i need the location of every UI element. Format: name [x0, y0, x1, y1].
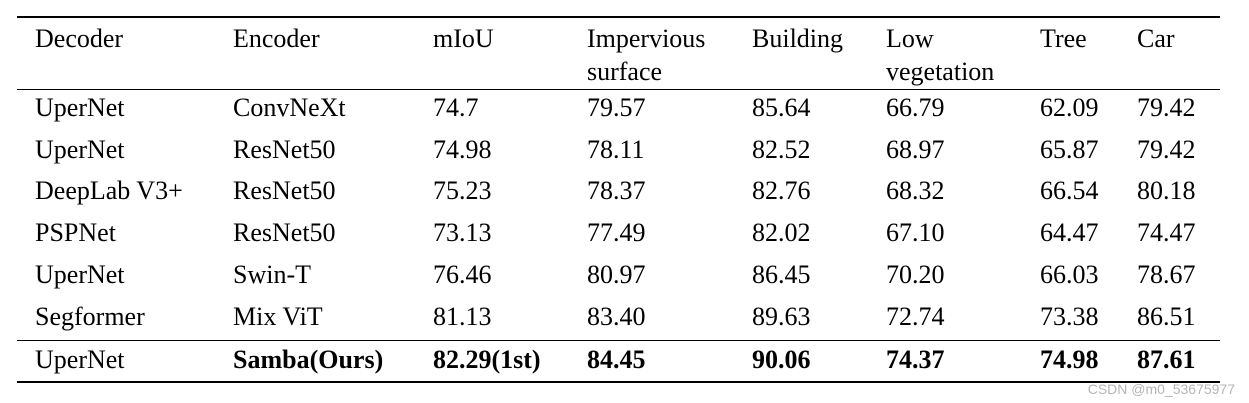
table-cell: 73.13 — [433, 218, 492, 248]
table-cell: 82.76 — [752, 176, 811, 206]
table-cell: 78.11 — [587, 134, 645, 164]
header-cell: Encoder — [233, 24, 320, 53]
table-cell: 66.54 — [1040, 176, 1099, 206]
table-cell: 68.32 — [886, 176, 945, 206]
table-cell: 89.63 — [752, 301, 811, 331]
table-cell: DeepLab V3+ — [35, 176, 183, 206]
table-cell: 80.18 — [1137, 176, 1196, 206]
table-cell: 74.7 — [433, 93, 479, 122]
table-cell: Samba(Ours) — [233, 345, 384, 374]
table-cell: ResNet50 — [233, 134, 336, 164]
table-cell: 66.79 — [886, 93, 945, 122]
header-cell: Low vegetation — [886, 24, 995, 86]
table-cell: 66.03 — [1040, 259, 1099, 289]
table-cell: 68.97 — [886, 134, 945, 164]
table-cell: 79.57 — [587, 93, 646, 122]
header-cell: Car — [1137, 24, 1175, 53]
table-cell: ResNet50 — [233, 218, 336, 248]
header-cell: Impervious surface — [587, 24, 706, 86]
table-cell: 78.67 — [1137, 259, 1196, 289]
table-cell: UperNet — [35, 93, 125, 122]
table-cell: 64.47 — [1040, 218, 1099, 248]
top-rule — [17, 16, 1220, 18]
table-cell: 86.51 — [1137, 301, 1196, 331]
table-cell: 62.09 — [1040, 93, 1099, 122]
table-cell: 74.37 — [886, 345, 945, 374]
header-cell: Building — [752, 24, 844, 53]
watermark: CSDN @m0_53675977 — [1087, 381, 1235, 397]
header-rule — [17, 89, 1220, 90]
table-cell: Segformer — [35, 301, 145, 331]
table-cell: 82.52 — [752, 134, 811, 164]
table-cell: UperNet — [35, 345, 125, 374]
table-cell: 74.47 — [1137, 218, 1196, 248]
table-cell: 78.37 — [587, 176, 646, 206]
table-cell: 82.02 — [752, 218, 811, 248]
bottom-rule — [17, 381, 1220, 383]
table-cell: 73.38 — [1040, 301, 1099, 331]
table-cell: 87.61 — [1137, 345, 1196, 374]
mid-rule — [17, 340, 1220, 341]
table-cell: UperNet — [35, 259, 125, 289]
table-cell: ConvNeXt — [233, 93, 346, 122]
header-cell: Decoder — [35, 24, 124, 53]
table-cell: 77.49 — [587, 218, 646, 248]
table-cell: UperNet — [35, 134, 125, 164]
table-cell: ResNet50 — [233, 176, 336, 206]
table-cell: 79.42 — [1137, 134, 1196, 164]
table-cell: 84.45 — [587, 345, 646, 374]
header-cell: Tree — [1040, 24, 1087, 53]
table-cell: 75.23 — [433, 176, 492, 206]
table-cell: 74.98 — [1040, 345, 1099, 374]
table-cell: 83.40 — [587, 301, 646, 331]
table-cell: 70.20 — [886, 259, 945, 289]
table-cell: 86.45 — [752, 259, 811, 289]
table-cell: Mix ViT — [233, 301, 323, 331]
header-cell: mIoU — [433, 24, 494, 53]
table-cell: 67.10 — [886, 218, 945, 248]
table-cell: 72.74 — [886, 301, 945, 331]
table-cell: 82.29(1st) — [433, 345, 541, 374]
table-cell: 80.97 — [587, 259, 646, 289]
table-cell: 85.64 — [752, 93, 811, 122]
table-cell: 76.46 — [433, 259, 492, 289]
table-cell: 65.87 — [1040, 134, 1099, 164]
table-cell: 79.42 — [1137, 93, 1196, 122]
table-cell: PSPNet — [35, 218, 116, 248]
table-cell: Swin-T — [233, 259, 311, 289]
table-cell: 81.13 — [433, 301, 492, 331]
table-cell: 90.06 — [752, 345, 811, 374]
table-cell: 74.98 — [433, 134, 492, 164]
